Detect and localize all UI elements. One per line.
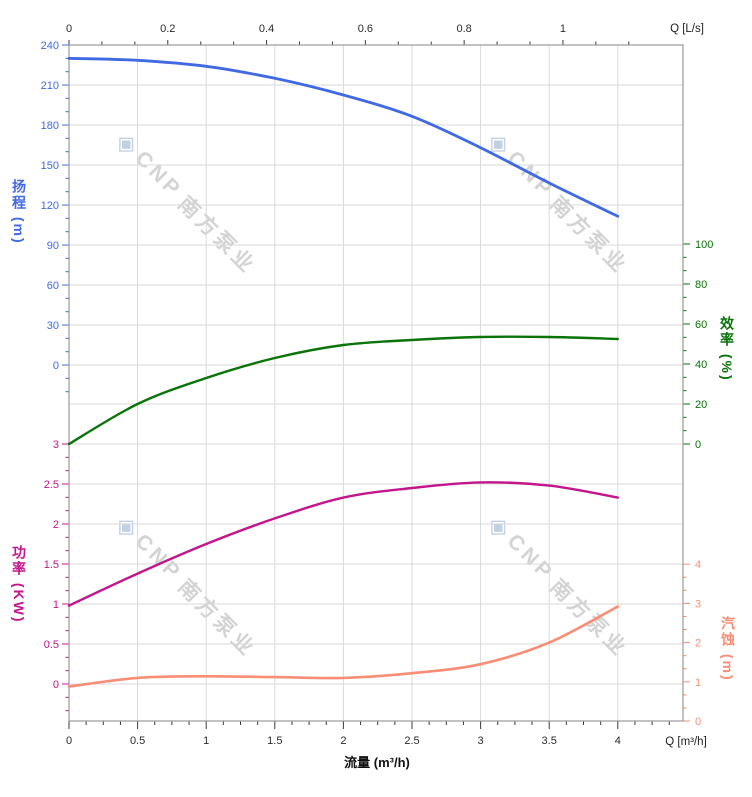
tick-labels: 0 0.2 0.4 0.6 0.8 10 0.5 1 1.5 2 2.5 3 3.5 4030609012… [41, 23, 714, 747]
right-axis-tick-label: 0 [695, 716, 701, 728]
bottom-axis-tick-label: 3.5 [542, 735, 557, 747]
efficiency-axis-title: 效率 (%) [719, 316, 735, 382]
curves [67, 56, 620, 688]
right-axis-tick-label: 1 [695, 677, 701, 689]
bottom-axis-tick-label: 2 [340, 735, 346, 747]
right-axis-tick-label: 40 [695, 359, 707, 371]
top-axis-tick-label: 0.8 [456, 23, 471, 35]
left-axis-tick-label: 1.5 [44, 559, 59, 571]
right-axis-tick-label: 80 [695, 279, 707, 291]
top-axis-tick-label: 0.2 [160, 23, 175, 35]
left-axis-tick-label: 240 [41, 40, 59, 52]
top-axis-tick-label: 0 [66, 23, 72, 35]
right-axis-tick-label: 100 [695, 239, 713, 251]
top-axis-tick-label: 1 [560, 23, 566, 35]
head-curve [67, 56, 620, 218]
bottom-axis-unit-label: Q [m³/h] [665, 736, 707, 748]
left-axis-tick-label: 210 [41, 80, 59, 92]
right-axis-tick-label: 3 [695, 598, 701, 610]
axis-ticks [62, 40, 690, 729]
left-axis-tick-label: 0 [53, 360, 59, 372]
left-axis-tick-label: 3 [53, 439, 59, 451]
power-curve [67, 481, 619, 607]
right-axis-tick-label: 60 [695, 319, 707, 331]
eff-curve [67, 335, 619, 446]
top-axis-tick-label: 0.4 [259, 23, 274, 35]
bottom-axis-tick-label: 0 [66, 735, 72, 747]
npsh-curve [67, 605, 620, 688]
gridlines [69, 45, 683, 721]
right-axis-tick-label: 4 [695, 559, 701, 571]
left-axis-tick-label: 180 [41, 120, 59, 132]
right-axis-tick-label: 2 [695, 638, 701, 650]
bottom-axis-tick-label: 2.5 [404, 735, 419, 747]
bottom-axis-tick-label: 1 [203, 735, 209, 747]
left-axis-tick-label: 60 [47, 280, 59, 292]
head-axis-title: 扬程 (m) [11, 179, 27, 245]
left-axis-tick-label: 0 [53, 679, 59, 691]
left-axis-tick-label: 1 [53, 599, 59, 611]
power-axis-title: 功率 (KW) [11, 545, 27, 624]
plot-border [68, 44, 684, 722]
top-axis-tick-label: 0.6 [358, 23, 373, 35]
right-axis-tick-label: 0 [695, 439, 701, 451]
top-axis-unit-label: Q [L/s] [670, 23, 704, 35]
left-axis-tick-label: 2 [53, 519, 59, 531]
left-axis-tick-label: 30 [47, 320, 59, 332]
npsh-axis-title: 汽蚀 (m) [720, 616, 736, 682]
flow-axis-title: 流量 (m³/h) [344, 755, 410, 770]
bottom-axis-tick-label: 4 [615, 735, 621, 747]
left-axis-tick-label: 0.5 [44, 639, 59, 651]
left-axis-tick-label: 2.5 [44, 479, 59, 491]
right-axis-tick-label: 20 [695, 399, 707, 411]
bottom-axis-tick-label: 1.5 [267, 735, 282, 747]
left-axis-tick-label: 120 [41, 200, 59, 212]
left-axis-tick-label: 150 [41, 160, 59, 172]
bottom-axis-tick-label: 3 [478, 735, 484, 747]
left-axis-tick-label: 90 [47, 240, 59, 252]
bottom-axis-tick-label: 0.5 [130, 735, 145, 747]
